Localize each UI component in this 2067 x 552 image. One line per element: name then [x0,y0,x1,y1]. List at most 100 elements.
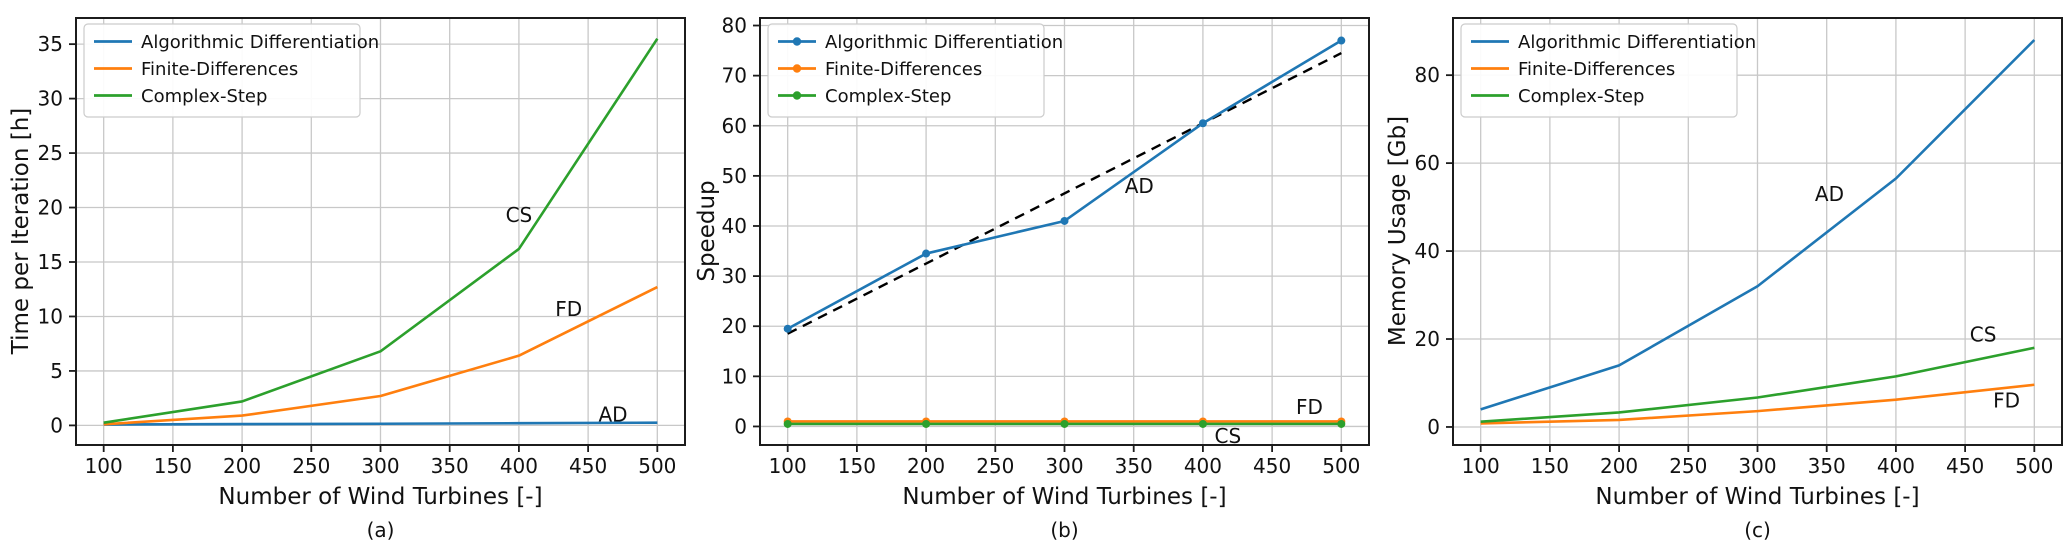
legend-label-ad: Algorithmic Differentiation [141,32,379,53]
x-tick-label: 450 [569,454,607,478]
y-axis-label: Memory Usage [Gb] [1385,115,1411,347]
chart-panel-a: 100 150 200 250 300 350 400 450 500 0 5 10 15 20 25 30 3… [0,0,689,552]
legend-label-cs: Complex-Step [141,86,267,107]
x-tick-label: 450 [1253,454,1291,478]
y-tick-label: 30 [38,87,63,111]
chart-panel-c: 100 150 200 250 300 350 400 450 500 0 20 40 60 80 Algo… [1378,0,2067,552]
x-tick-label: 150 [838,454,876,478]
legend-box [767,23,1045,118]
series-marker-ad [1060,216,1069,225]
series-annotation-cs: CS [1214,424,1241,448]
y-tick-label: 60 [1415,151,1440,175]
x-tick-label: 400 [1877,454,1915,478]
x-tick-label: 400 [500,454,538,478]
legend-marker-fd [792,64,802,73]
series-annotation-fd: FD [555,297,582,321]
x-tick-label: 300 [1738,454,1776,478]
x-tick-label: 250 [1669,454,1707,478]
y-tick-label: 80 [1415,63,1440,87]
series-marker-cs [922,419,931,428]
subplot-caption: (b) [1050,518,1079,542]
y-tick-label: 30 [722,264,747,288]
x-tick-label: 200 [223,454,261,478]
x-tick-label: 350 [1808,454,1846,478]
legend-label-ad: Algorithmic Differentiation [1518,32,1756,53]
subplot-caption: (c) [1744,518,1771,542]
legend-box [1460,23,1738,118]
y-axis-label: Time per Iteration [h] [8,107,34,355]
series-line-ad [1480,39,2036,411]
series-annotation-fd: FD [1993,389,2020,413]
series-marker-ad [1337,36,1346,45]
y-tick-label: 60 [722,114,747,138]
chart-c-canvas: 100 150 200 250 300 350 400 450 500 0 20 40 60 80 Algo… [1415,17,2063,478]
x-tick-label: 250 [292,454,330,478]
y-tick-label: 50 [722,164,747,188]
y-tick-label: 35 [38,32,63,56]
x-tick-label: 450 [1946,454,1984,478]
y-tick-label: 20 [38,196,63,220]
y-tick-label: 0 [50,413,63,437]
y-tick-label: 0 [734,414,747,438]
y-tick-label: 80 [722,14,747,38]
series-annotation-ad: AD [1125,174,1154,198]
chart-a-canvas: 100 150 200 250 300 350 400 450 500 0 5 10 15 20 25 30 3… [38,17,686,478]
x-tick-label: 100 [1462,454,1500,478]
legend-label-fd: Finite-Differences [1518,59,1675,80]
series-line-fd [103,285,658,426]
x-tick-label: 500 [638,454,676,478]
series-annotation-ad: AD [1815,182,1844,206]
y-tick-label: 20 [1415,327,1440,351]
x-tick-label: 150 [154,454,192,478]
chart-panel-b: 100 150 200 250 300 350 400 450 500 0 10 20 30 40 50 60… [689,0,1378,552]
x-axis-label: Number of Wind Turbines [-] [218,484,543,510]
subplot-caption: (a) [366,518,395,542]
x-tick-label: 250 [976,454,1014,478]
x-tick-label: 500 [2015,454,2053,478]
x-axis-label: Number of Wind Turbines [-] [1595,484,1920,510]
x-tick-label: 350 [431,454,469,478]
legend-label-cs: Complex-Step [1518,86,1644,107]
x-tick-label: 500 [1322,454,1360,478]
y-tick-label: 15 [38,250,63,274]
y-tick-label: 70 [722,64,747,88]
chart-b-canvas: 100 150 200 250 300 350 400 450 500 0 10 20 30 40 50 60… [722,14,1370,478]
trend-line-dashed [787,52,1342,335]
y-tick-label: 40 [722,214,747,238]
series-annotation-fd: FD [1296,395,1323,419]
series-marker-ad [922,249,931,258]
x-tick-label: 300 [361,454,399,478]
x-tick-label: 400 [1184,454,1222,478]
series-marker-ad [1198,119,1207,128]
x-tick-label: 100 [769,454,807,478]
series-line-ad [103,421,658,426]
x-tick-label: 350 [1115,454,1153,478]
series-line-fd [1480,383,2035,425]
legend-label-cs: Complex-Step [825,86,951,107]
legend-label-fd: Finite-Differences [141,59,298,80]
x-tick-label: 200 [1600,454,1638,478]
y-tick-label: 40 [1415,239,1440,263]
x-tick-label: 100 [85,454,123,478]
x-tick-label: 150 [1531,454,1569,478]
series-line-cs [1480,346,2035,423]
series-marker-cs [1198,419,1207,428]
legend-marker-cs [792,91,802,100]
y-tick-label: 5 [50,359,63,383]
x-tick-label: 200 [907,454,945,478]
legend-label-fd: Finite-Differences [825,59,982,80]
y-tick-label: 10 [722,364,747,388]
y-tick-label: 20 [722,314,747,338]
y-tick-label: 25 [38,141,63,165]
series-marker-ad [783,324,792,333]
legend-box [83,23,361,118]
series-annotation-cs: CS [506,203,533,227]
y-tick-label: 10 [38,304,63,328]
series-marker-cs [1337,419,1346,428]
legend-marker-ad [792,37,802,46]
series-marker-cs [1060,419,1069,428]
series-marker-cs [783,419,792,428]
legend-label-ad: Algorithmic Differentiation [825,32,1063,53]
series-annotation-ad: AD [598,403,627,427]
